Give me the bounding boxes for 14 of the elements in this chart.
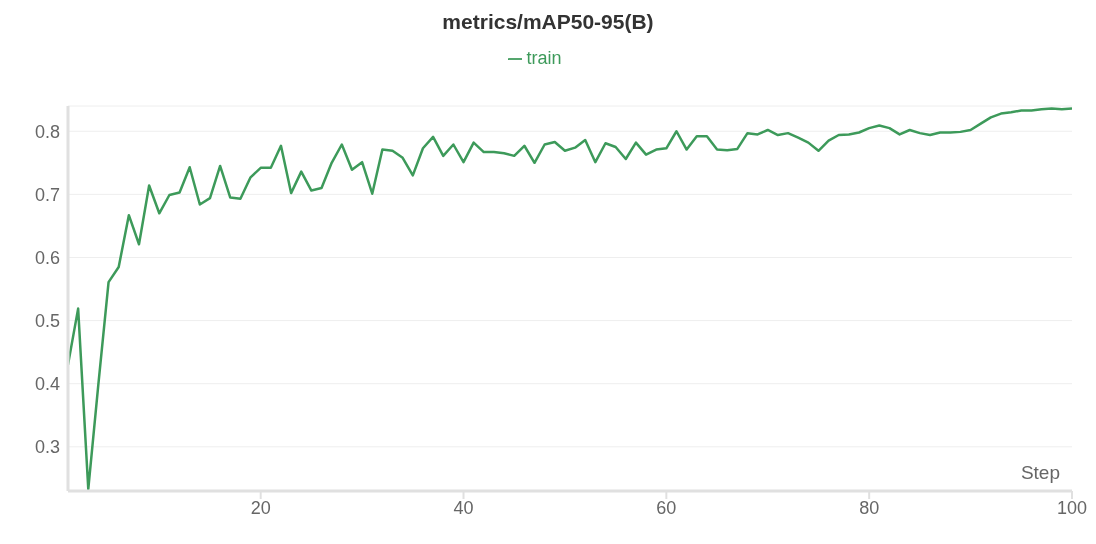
y-tick-label: 0.8 (34, 121, 60, 142)
x-tick-label: 20 (250, 497, 271, 518)
x-tick-label: 40 (453, 497, 474, 518)
y-tick-label: 0.4 (34, 374, 60, 395)
y-tick-label: 0.5 (34, 310, 60, 331)
x-tick-label: 100 (1056, 497, 1088, 518)
x-tick-label: 80 (859, 497, 880, 518)
legend-label: train (526, 48, 562, 68)
chart-title: metrics/mAP50-95(B) (441, 10, 655, 34)
y-tick-label: 0.7 (34, 184, 60, 205)
y-tick-label: 0.6 (34, 247, 60, 268)
x-tick-label: 60 (656, 497, 677, 518)
y-tick-label: 0.3 (34, 437, 60, 458)
x-axis-title: Step (1020, 462, 1060, 483)
